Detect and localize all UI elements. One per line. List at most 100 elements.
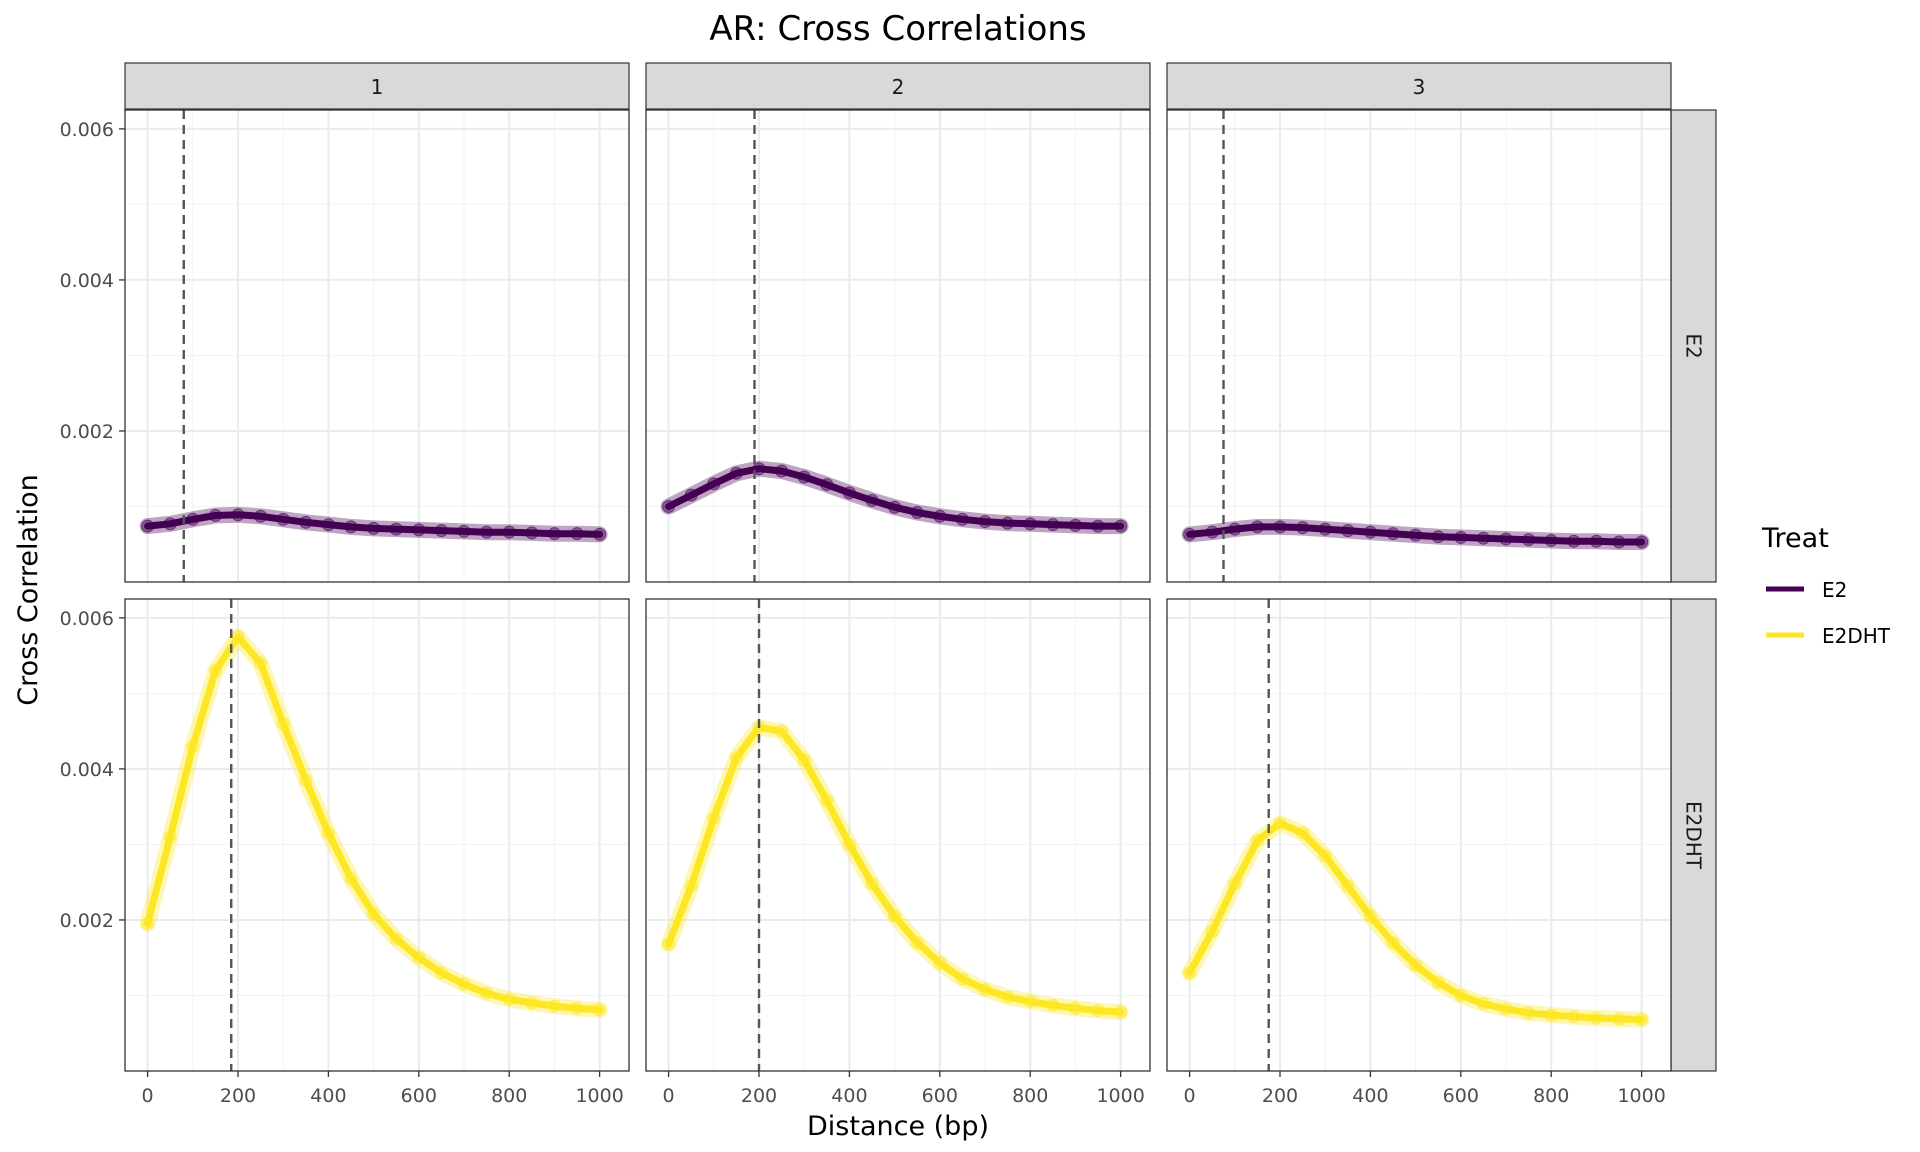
x-tick-label: 1000 — [1096, 1085, 1144, 1107]
data-point — [1273, 520, 1287, 534]
data-point — [1341, 524, 1355, 538]
facet-strip-row-e2dht — [1670, 598, 1717, 1072]
data-point — [1499, 532, 1513, 546]
data-point — [1409, 528, 1423, 542]
data-point — [842, 486, 856, 500]
data-point — [457, 524, 471, 538]
data-point — [1114, 1005, 1128, 1019]
panel-background — [646, 599, 1150, 1071]
chart-title: AR: Cross Correlations — [709, 9, 1086, 49]
data-point — [1183, 527, 1197, 541]
data-point — [208, 664, 222, 678]
x-tick-label: 1000 — [1617, 1085, 1665, 1107]
series-line-e2 — [665, 465, 1125, 530]
data-point — [593, 1003, 607, 1017]
panel-background — [646, 110, 1150, 582]
data-point — [525, 526, 539, 540]
facet-strip-col-2 — [645, 62, 1151, 110]
data-point — [367, 907, 381, 921]
series-line-e2 — [144, 511, 604, 538]
data-point — [797, 470, 811, 484]
data-point — [1341, 879, 1355, 893]
data-point — [1431, 530, 1445, 544]
data-point — [367, 521, 381, 535]
data-point — [1023, 517, 1037, 531]
data-point — [820, 478, 834, 492]
panel-border — [124, 109, 630, 583]
series-line-e2dht — [665, 723, 1125, 1016]
legend-title: Treat — [1761, 523, 1829, 554]
facet-strip-col-label: 1 — [371, 75, 384, 99]
panel-e2-1 — [124, 109, 630, 583]
data-point — [547, 999, 561, 1013]
panel-border — [1166, 598, 1672, 1072]
data-point — [1567, 534, 1581, 548]
data-point — [254, 509, 268, 523]
data-point — [1091, 1004, 1105, 1018]
data-point — [662, 937, 676, 951]
data-point — [1183, 966, 1197, 980]
x-tick-label: 200 — [220, 1085, 256, 1107]
data-point — [1114, 519, 1128, 533]
data-point — [820, 794, 834, 808]
y-axis-title: Cross Correlation — [13, 474, 44, 705]
data-point — [276, 717, 290, 731]
data-point — [1250, 834, 1264, 848]
data-point — [208, 509, 222, 523]
data-point — [1544, 1008, 1558, 1022]
facet-strip-col-label: 3 — [1413, 75, 1426, 99]
data-point — [978, 982, 992, 996]
data-point — [1635, 535, 1649, 549]
data-point — [865, 877, 879, 891]
data-point — [254, 656, 268, 670]
data-point — [1454, 530, 1468, 544]
data-point — [389, 932, 403, 946]
x-tick-label: 200 — [741, 1085, 777, 1107]
panel-border — [645, 598, 1151, 1072]
data-point — [434, 966, 448, 980]
x-tick-label: 600 — [922, 1085, 958, 1107]
data-point — [1386, 527, 1400, 541]
data-point — [1205, 924, 1219, 938]
data-point — [299, 773, 313, 787]
data-point — [1454, 988, 1468, 1002]
y-tick-label: 0.004 — [60, 759, 114, 781]
data-point — [752, 462, 766, 476]
data-point — [1544, 533, 1558, 547]
data-point — [797, 753, 811, 767]
data-point — [186, 512, 200, 526]
data-point — [684, 488, 698, 502]
facet-strip-col-label: 2 — [892, 75, 905, 99]
data-point — [1612, 535, 1626, 549]
data-point — [1522, 1006, 1536, 1020]
x-axis-title: Distance (bp) — [807, 1111, 989, 1142]
data-point — [1228, 522, 1242, 536]
series-line-e2dht — [1186, 819, 1646, 1024]
data-point — [525, 996, 539, 1010]
panel-e2dht-3 — [1166, 598, 1672, 1072]
x-tick-label: 400 — [831, 1085, 867, 1107]
x-tick-label: 600 — [401, 1085, 437, 1107]
data-point — [547, 527, 561, 541]
legend-label-e2dht: E2DHT — [1822, 624, 1891, 648]
data-point — [1476, 997, 1490, 1011]
data-point — [662, 499, 676, 513]
data-point — [1386, 936, 1400, 950]
panel-background — [125, 110, 629, 582]
data-point — [1567, 1010, 1581, 1024]
data-point — [888, 909, 902, 923]
data-point — [321, 518, 335, 532]
data-point — [321, 826, 335, 840]
data-point — [163, 517, 177, 531]
data-point — [1273, 816, 1287, 830]
x-tick-label: 1000 — [575, 1085, 623, 1107]
facet-strip-row-label: E2 — [1682, 333, 1706, 358]
panel-e2dht-2 — [645, 598, 1151, 1072]
data-point — [955, 972, 969, 986]
data-point — [1250, 520, 1264, 534]
data-point — [1046, 518, 1060, 532]
data-point — [1318, 522, 1332, 536]
data-point — [1068, 1001, 1082, 1015]
facet-strip-col-1 — [124, 62, 630, 110]
